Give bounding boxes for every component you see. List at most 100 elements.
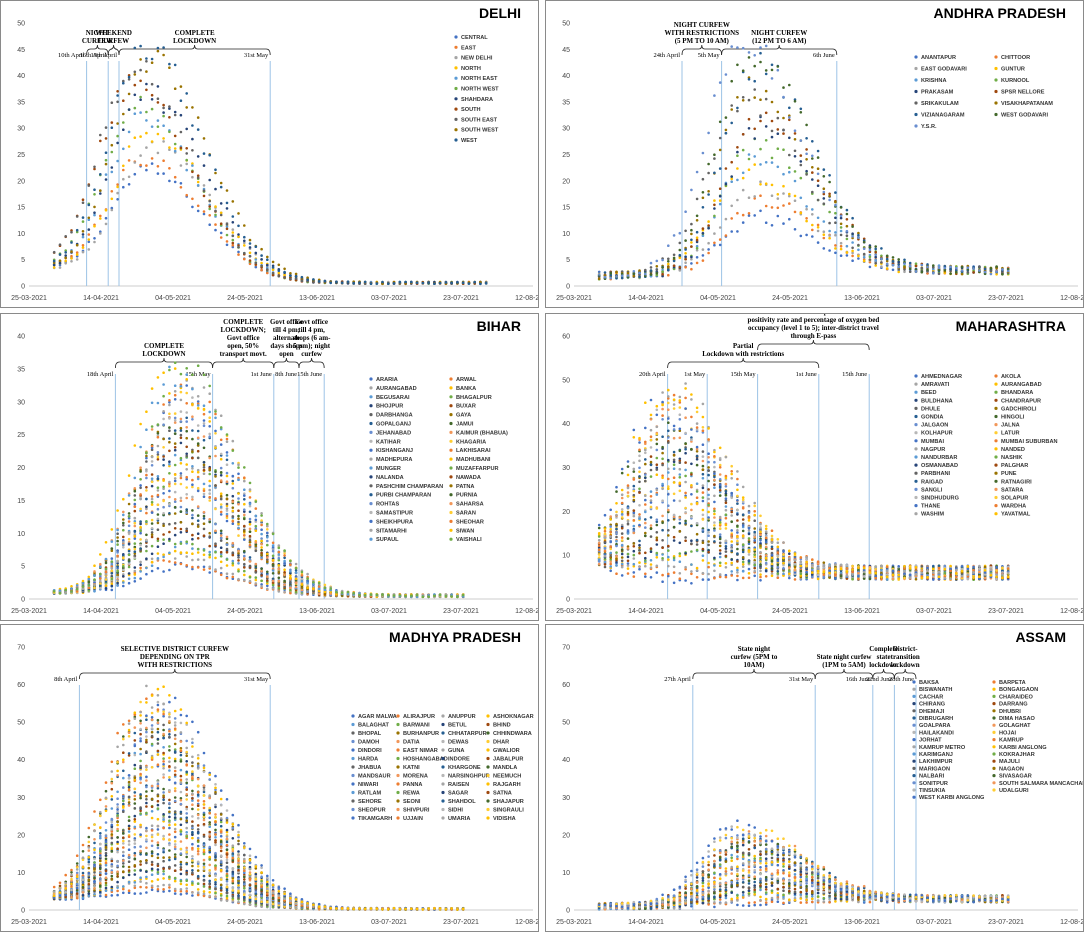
- data-point-west: [139, 44, 142, 48]
- legend-entry: PATNA: [456, 484, 474, 490]
- data-point-rohtas: [185, 420, 188, 423]
- policy-annotation: (5 PM TO 10 AM): [675, 37, 730, 45]
- data-point-purnia: [260, 548, 263, 552]
- data-point-aurangabad: [214, 568, 217, 571]
- data-point-new-delhi: [81, 250, 85, 254]
- data-point-darbhanga: [254, 571, 258, 574]
- data-point-sheikhpura: [139, 484, 142, 487]
- data-point-krishna: [770, 161, 774, 164]
- data-point-prakasam: [897, 260, 900, 264]
- data-point-west: [300, 275, 304, 279]
- data-point-patna: [116, 536, 119, 539]
- data-point-kurnool: [747, 157, 751, 161]
- data-point-muzaffarpur: [127, 553, 131, 557]
- data-point-east-godavari: [834, 233, 837, 237]
- legend-marker: [449, 404, 453, 408]
- policy-annotation: till 4 pm;: [273, 326, 300, 334]
- x-tick-label: 12-08-2021: [515, 295, 539, 302]
- data-point-visakhapatanam: [839, 222, 843, 226]
- data-point-shahdara: [150, 98, 154, 101]
- data-point-patna: [196, 444, 200, 447]
- data-point-south-west: [173, 87, 177, 90]
- data-point-visakhapatanam: [857, 231, 860, 235]
- data-point-east: [266, 271, 269, 275]
- x-tick-label: 14-04-2021: [83, 608, 119, 615]
- data-point-munger: [168, 462, 171, 466]
- data-point-y-s-r-: [632, 270, 636, 273]
- data-point-central: [104, 216, 108, 220]
- data-point-south-west: [75, 243, 79, 247]
- data-point-prakasam: [713, 207, 716, 210]
- data-point-vizianagaram: [874, 247, 877, 251]
- policy-annotation: 5 pm); night: [293, 342, 331, 350]
- data-point-west: [191, 124, 194, 127]
- data-point-lakhisarai: [156, 493, 160, 497]
- data-point-jamui: [219, 529, 223, 533]
- data-point-amravati: [684, 565, 687, 569]
- data-point-y-s-r-: [937, 266, 941, 270]
- data-point-jehanabad: [231, 544, 235, 547]
- data-point-jamui: [150, 522, 154, 525]
- divider-date-label: 1st May: [684, 371, 706, 378]
- data-point-purnia: [133, 489, 137, 493]
- data-point-guntur: [811, 223, 814, 227]
- data-point-nalanda: [145, 505, 148, 509]
- data-point-sitamarhi: [150, 455, 154, 459]
- data-point-muzaffarpur: [150, 500, 154, 504]
- data-point-srikakulam: [811, 190, 814, 194]
- data-point-west-godavari: [741, 69, 745, 72]
- data-point-visakhapatanam: [741, 99, 745, 102]
- data-point-rohtas: [173, 416, 177, 420]
- data-point-bhagalpur: [185, 540, 188, 543]
- legend-entry: SPSR NELLORE: [1001, 90, 1045, 96]
- data-point-sheohar: [145, 473, 148, 477]
- data-point-purbi-champaran: [248, 510, 252, 514]
- data-point-south-east: [191, 149, 194, 152]
- data-point-banka: [225, 564, 229, 567]
- data-point-bhagalpur: [214, 550, 217, 554]
- data-point-vaishali: [404, 594, 407, 598]
- data-point-west-godavari: [764, 69, 768, 72]
- data-point-munger: [237, 526, 240, 530]
- data-point-vaishali: [398, 594, 402, 597]
- data-point-spsr-nellore: [805, 148, 808, 151]
- data-point-sitamarhi: [237, 463, 240, 466]
- data-point-nawada: [196, 449, 200, 453]
- data-point-vaishali: [133, 498, 137, 502]
- data-point-shahdara: [202, 164, 206, 167]
- data-point-bhagalpur: [271, 583, 275, 587]
- data-point-khagaria: [179, 482, 183, 486]
- data-point-siwan: [93, 564, 96, 567]
- data-point-west: [243, 235, 246, 239]
- policy-annotation: alternate: [273, 334, 300, 342]
- data-point-sitamarhi: [173, 390, 177, 393]
- data-point-south: [139, 79, 142, 83]
- data-point-vizianagaram: [811, 140, 814, 143]
- data-point-west-godavari: [811, 157, 814, 160]
- data-point-south-east: [150, 82, 154, 86]
- divider-date-label: 15th May: [185, 371, 211, 378]
- data-point-visakhapatanam: [707, 190, 710, 193]
- data-point-kaimur-bhabua-: [248, 560, 252, 563]
- data-point-patna: [254, 544, 258, 548]
- data-point-begusarai: [145, 566, 148, 570]
- data-point-south-east: [139, 68, 142, 72]
- data-point-patna: [162, 437, 165, 441]
- data-point-east: [208, 214, 211, 217]
- legend-entry: SHEIKHPURA: [376, 519, 413, 525]
- data-point-new-delhi: [127, 175, 131, 179]
- data-point-spsr-nellore: [672, 264, 676, 268]
- data-point-spsr-nellore: [914, 264, 918, 268]
- data-point-visakhapatanam: [903, 265, 906, 269]
- data-point-east-godavari: [788, 194, 791, 198]
- data-point-aurangabad: [150, 557, 154, 561]
- data-point-west: [271, 266, 275, 269]
- data-point-west-godavari: [989, 267, 993, 270]
- policy-annotation: CURFEW: [98, 37, 129, 45]
- legend-marker: [454, 76, 458, 80]
- data-point-west-godavari: [713, 153, 716, 156]
- data-point-jamui: [191, 509, 194, 512]
- data-point-east-godavari: [880, 265, 883, 268]
- data-point-akola: [741, 576, 745, 580]
